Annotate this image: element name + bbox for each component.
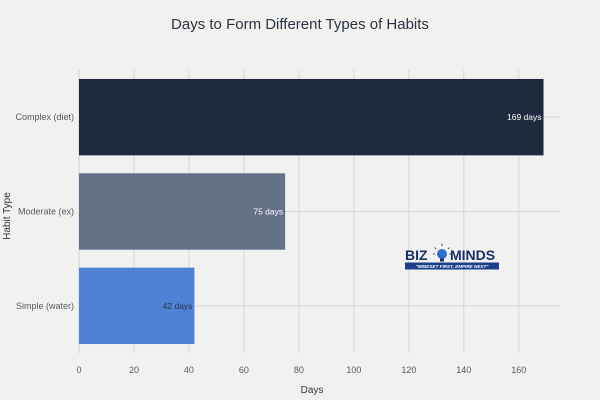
logo-text-minds: MINDS (450, 247, 495, 263)
y-category-label: Complex (diet) (15, 112, 74, 122)
y-category-label: Moderate (ex) (18, 207, 74, 217)
logo-tagline-bar (405, 262, 499, 270)
x-tick-label: 20 (129, 365, 139, 375)
bizminds-logo: BIZ MINDS "MINDSET FIRST, EMPIRE NEXT" (405, 243, 499, 270)
x-tick-label: 80 (294, 365, 304, 375)
data-label: 42 days (163, 301, 193, 311)
chart-title: Days to Form Different Types of Habits (171, 16, 429, 33)
y-category-labels: Complex (diet) Moderate (ex) Simple (water… (15, 112, 74, 311)
bars (79, 78, 544, 345)
x-tick-label: 120 (401, 365, 416, 375)
x-tick-label: 60 (239, 365, 249, 375)
x-tick-label: 0 (76, 365, 81, 375)
data-label: 75 days (253, 207, 283, 217)
x-tick-label: 40 (184, 365, 194, 375)
bar (79, 78, 544, 156)
x-tick-label: 140 (456, 365, 471, 375)
x-tick-label: 100 (346, 365, 361, 375)
x-tick-label: 160 (511, 365, 526, 375)
bar (79, 173, 286, 250)
y-axis-label: Habit Type (2, 192, 13, 240)
logo-text-biz: BIZ (405, 247, 428, 263)
y-category-label: Simple (water) (16, 301, 74, 311)
logo-tagline: "MINDSET FIRST, EMPIRE NEXT" (416, 264, 490, 269)
lightbulb-icon (433, 243, 451, 262)
bar (79, 267, 195, 345)
x-axis-label: Days (301, 385, 324, 396)
data-label: 169 days (507, 112, 542, 122)
x-tick-labels: 0 20 40 60 80 100 120 140 160 (76, 365, 526, 375)
data-labels: 169 days 75 days 42 days (163, 112, 542, 311)
